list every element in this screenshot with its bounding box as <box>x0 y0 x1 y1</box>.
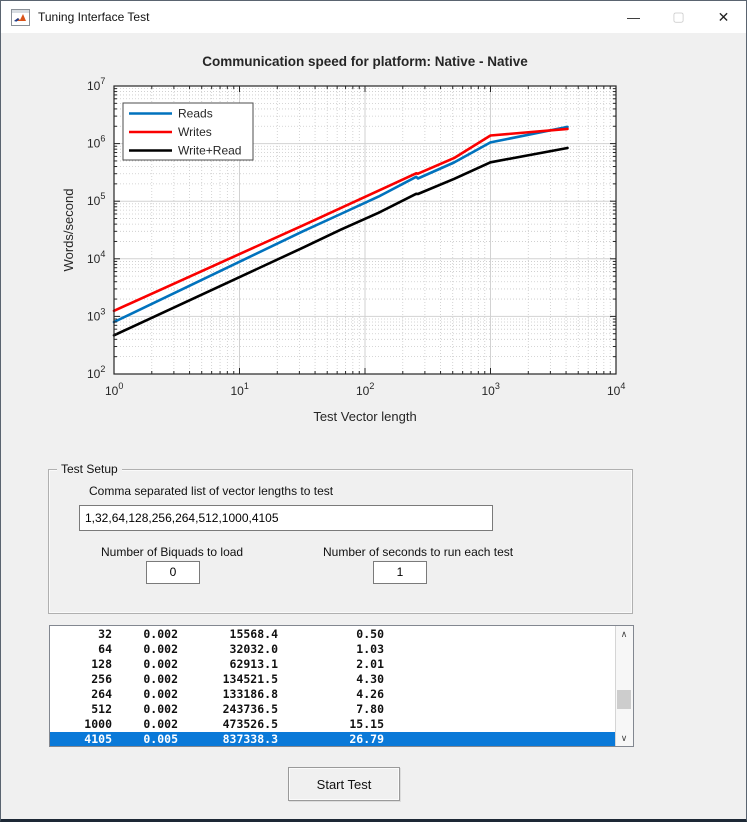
results-scrollbar[interactable]: ∧ ∨ <box>615 626 633 746</box>
svg-text:Write+Read: Write+Read <box>178 144 241 158</box>
svg-text:103: 103 <box>482 381 500 398</box>
result-cell: 0.50 <box>356 627 384 641</box>
result-row[interactable]: 64 0.002 32032.0 1.03 <box>50 642 616 657</box>
result-row[interactable]: 264 0.002 133186.8 4.26 <box>50 687 616 702</box>
svg-text:103: 103 <box>87 306 105 323</box>
minimize-button[interactable]: — <box>627 9 640 25</box>
svg-text:Test Vector length: Test Vector length <box>313 409 416 424</box>
communication-speed-chart: 102 103 104 105 106 107 100 101 102 103 104 Communi… <box>61 54 625 424</box>
result-cell: 64 <box>98 642 112 656</box>
result-cell: 134521.5 <box>222 672 278 686</box>
result-cell: 128 <box>91 657 112 671</box>
scroll-down-icon[interactable]: ∨ <box>616 730 632 746</box>
seconds-input[interactable]: 1 <box>373 561 427 584</box>
result-row[interactable]: 1000 0.002 473526.5 15.15 <box>50 717 616 732</box>
svg-text:104: 104 <box>607 381 625 398</box>
result-cell: 512 <box>91 702 112 716</box>
svg-text:102: 102 <box>356 381 374 398</box>
result-cell: 133186.8 <box>222 687 278 701</box>
svg-text:107: 107 <box>87 76 105 93</box>
result-cell: 1000 <box>84 717 112 731</box>
test-setup-group-label: Test Setup <box>57 462 122 476</box>
results-rows: 32 0.002 15568.4 0.50 64 0.002 32032.0 1.03 128 0… <box>50 627 616 746</box>
window-title: Tuning Interface Test <box>38 10 150 24</box>
maximize-button[interactable]: ▢ <box>672 9 685 24</box>
vector-lengths-input[interactable]: 1,32,64,128,256,264,512,1000,4105 <box>79 505 493 531</box>
svg-text:100: 100 <box>105 381 123 398</box>
seconds-label: Number of seconds to run each test <box>323 545 514 559</box>
svg-text:Communication speed for platfo: Communication speed for platform: Native… <box>202 54 528 69</box>
result-cell: 4105 <box>84 732 112 746</box>
svg-text:104: 104 <box>87 249 105 266</box>
start-test-button[interactable]: Start Test <box>288 767 400 801</box>
result-cell: 15.15 <box>349 717 384 731</box>
svg-text:102: 102 <box>87 364 105 381</box>
biquads-input[interactable]: 0 <box>146 561 200 584</box>
result-row[interactable]: 4105 0.005 837338.3 26.79 <box>50 732 616 746</box>
close-button[interactable]: ✕ <box>717 8 730 25</box>
result-cell: 26.79 <box>349 732 384 746</box>
result-cell: 0.002 <box>143 702 178 716</box>
title-bar: Tuning Interface Test — ▢ ✕ <box>1 1 746 33</box>
result-cell: 473526.5 <box>222 717 278 731</box>
test-setup-group: Test Setup <box>48 462 633 614</box>
result-cell: 32032.0 <box>229 642 278 656</box>
svg-text:105: 105 <box>87 191 105 208</box>
result-cell: 0.002 <box>143 717 178 731</box>
vector-lengths-label: Comma separated list of vector lengths t… <box>89 484 334 498</box>
result-cell: 32 <box>98 627 112 641</box>
scrollbar-thumb[interactable] <box>617 690 631 709</box>
result-row[interactable]: 256 0.002 134521.5 4.30 <box>50 672 616 687</box>
result-row[interactable]: 128 0.002 62913.1 2.01 <box>50 657 616 672</box>
result-cell: 4.26 <box>356 687 384 701</box>
result-row[interactable]: 32 0.002 15568.4 0.50 <box>50 627 616 642</box>
result-cell: 7.80 <box>356 702 384 716</box>
svg-text:Writes: Writes <box>178 125 212 139</box>
result-cell: 0.002 <box>143 672 178 686</box>
result-cell: 0.005 <box>143 732 178 746</box>
result-cell: 15568.4 <box>229 627 278 641</box>
result-cell: 1.03 <box>356 642 384 656</box>
result-cell: 0.002 <box>143 687 178 701</box>
svg-text:Words/second: Words/second <box>61 189 76 272</box>
result-cell: 4.30 <box>356 672 384 686</box>
result-row[interactable]: 512 0.002 243736.5 7.80 <box>50 702 616 717</box>
biquads-label: Number of Biquads to load <box>101 545 244 559</box>
result-cell: 0.002 <box>143 657 178 671</box>
result-cell: 2.01 <box>356 657 384 671</box>
results-listbox[interactable]: 32 0.002 15568.4 0.50 64 0.002 32032.0 1.03 128 0… <box>49 625 634 747</box>
svg-text:106: 106 <box>87 134 105 151</box>
result-cell: 837338.3 <box>222 732 278 746</box>
result-cell: 256 <box>91 672 112 686</box>
svg-text:101: 101 <box>231 381 249 398</box>
result-cell: 0.002 <box>143 627 178 641</box>
result-cell: 243736.5 <box>222 702 278 716</box>
scroll-up-icon[interactable]: ∧ <box>616 626 632 642</box>
matlab-figure-icon <box>11 8 30 26</box>
result-cell: 62913.1 <box>229 657 278 671</box>
result-cell: 0.002 <box>143 642 178 656</box>
result-cell: 264 <box>91 687 112 701</box>
svg-text:Reads: Reads <box>178 107 213 121</box>
